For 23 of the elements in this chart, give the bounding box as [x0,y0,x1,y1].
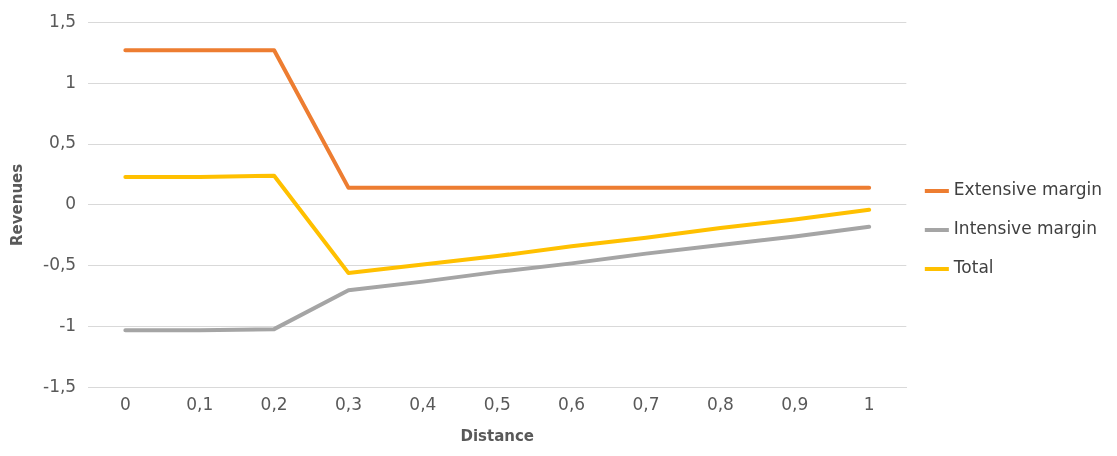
y-tick-label: -1 [59,315,77,336]
legend-label: Total [952,257,994,278]
x-tick-label: 0,3 [334,394,363,415]
y-tick-label: 1 [65,71,77,92]
x-tick-label: 0,6 [558,394,586,415]
x-tick-label: 0,1 [186,394,214,415]
y-tick-label: -0,5 [43,254,77,275]
x-axis-title: Distance [460,426,535,445]
x-tick-label: 0,2 [260,394,288,415]
y-tick-label: 1,5 [49,10,77,31]
x-tick-label: 0 [119,394,131,415]
x-tick-label: 1 [863,394,875,415]
x-tick-label: 0,5 [483,394,511,415]
x-tick-label: 0,4 [409,394,437,415]
y-axis-title: Revenues [7,163,26,246]
legend-label: Intensive margin [953,218,1097,239]
x-tick-label: 0,7 [632,394,660,415]
y-tick-label: 0 [65,193,77,214]
legend-label: Extensive margin [953,179,1103,200]
x-tick-label: 0,8 [706,394,734,415]
y-tick-label: 0,5 [49,132,77,153]
y-tick-label: -1,5 [43,376,77,397]
x-tick-label: 0,9 [781,394,809,415]
